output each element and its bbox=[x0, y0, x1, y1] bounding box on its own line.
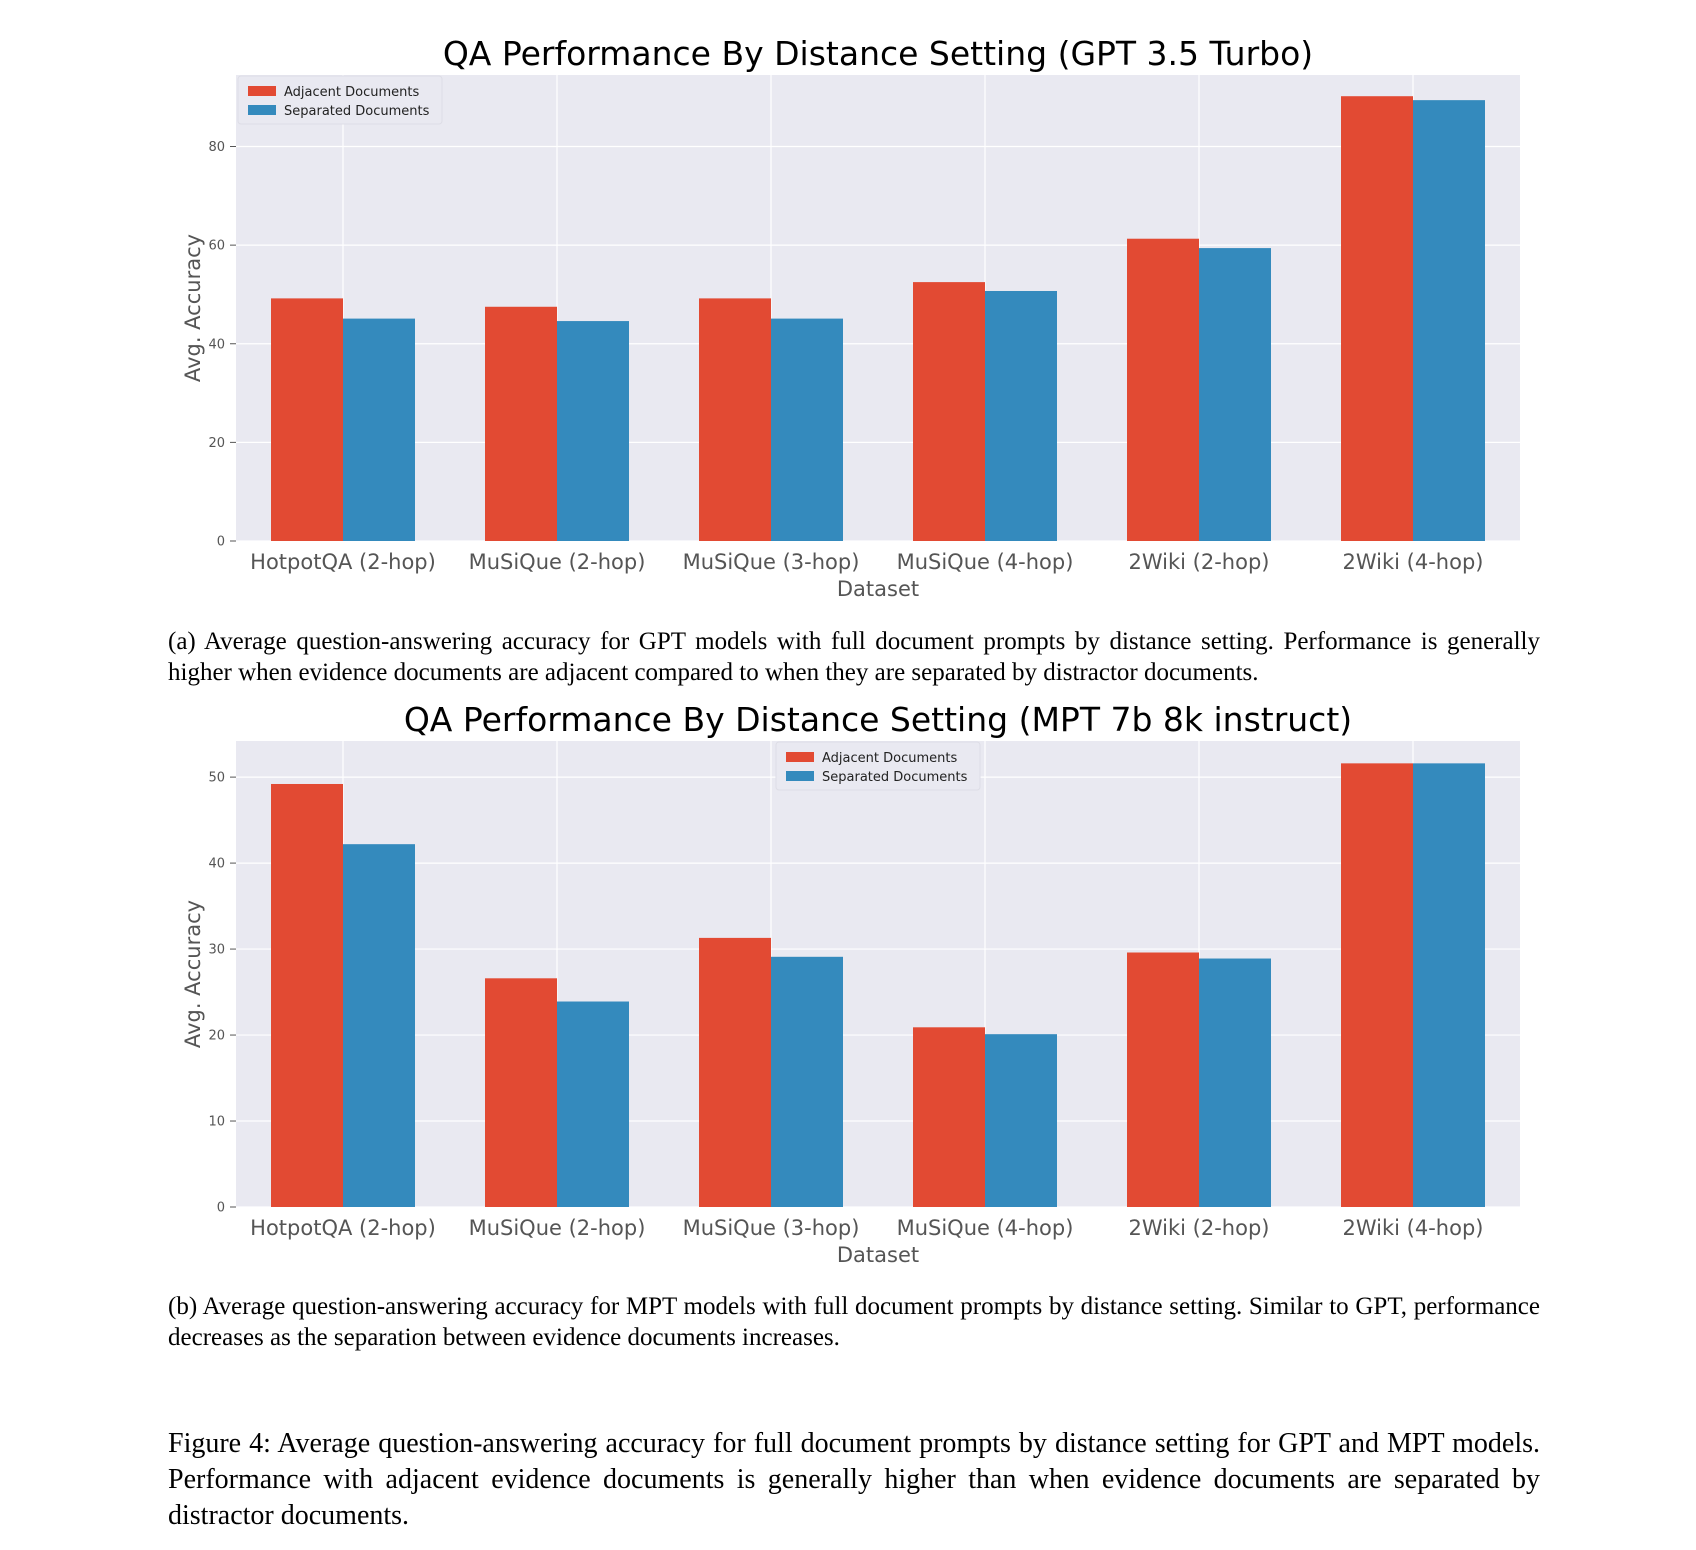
caption-a: (a) Average question-answering accuracy … bbox=[168, 628, 1540, 686]
legend-swatch-separated bbox=[786, 771, 814, 781]
legend-swatch-adjacent bbox=[786, 752, 814, 762]
y-tick-label: 60 bbox=[208, 239, 225, 254]
bar-separated bbox=[771, 956, 843, 1207]
bar-separated bbox=[1199, 958, 1271, 1207]
bar-adjacent bbox=[271, 783, 343, 1207]
x-tick-label: MuSiQue (4-hop) bbox=[897, 1216, 1074, 1240]
legend-label: Separated Documents bbox=[822, 770, 968, 785]
x-tick-label: MuSiQue (3-hop) bbox=[683, 550, 860, 574]
bar-separated bbox=[1413, 100, 1485, 542]
bar-adjacent bbox=[913, 1027, 985, 1207]
bar-separated bbox=[985, 1034, 1057, 1207]
legend-label: Adjacent Documents bbox=[822, 751, 957, 766]
x-tick-label: 2Wiki (2-hop) bbox=[1129, 550, 1270, 574]
x-tick-label: MuSiQue (3-hop) bbox=[683, 1216, 860, 1240]
y-tick-label: 50 bbox=[208, 771, 225, 786]
chart-a: QA Performance By Distance Setting (GPT … bbox=[181, 34, 1520, 601]
bar-adjacent bbox=[485, 306, 557, 541]
x-tick-label: MuSiQue (4-hop) bbox=[897, 550, 1074, 574]
y-tick-label: 0 bbox=[217, 535, 225, 550]
bar-adjacent bbox=[699, 937, 771, 1207]
x-tick-label: HotpotQA (2-hop) bbox=[250, 550, 436, 574]
y-axis-label: Avg. Accuracy bbox=[181, 900, 205, 1048]
bar-separated bbox=[1413, 763, 1485, 1207]
y-tick-label: 40 bbox=[208, 337, 225, 352]
bar-separated bbox=[343, 318, 415, 541]
bar-separated bbox=[1199, 248, 1271, 542]
bar-adjacent bbox=[1341, 96, 1413, 542]
legend-box bbox=[775, 741, 981, 791]
bar-separated bbox=[771, 318, 843, 541]
bar-adjacent bbox=[1127, 238, 1199, 541]
bar-adjacent bbox=[1341, 763, 1413, 1207]
bar-adjacent bbox=[1127, 952, 1199, 1207]
x-tick-label: 2Wiki (4-hop) bbox=[1343, 550, 1484, 574]
bar-adjacent bbox=[913, 282, 985, 541]
legend-swatch-separated bbox=[248, 105, 276, 115]
y-tick-label: 30 bbox=[208, 943, 225, 958]
plot-area bbox=[236, 75, 1520, 541]
y-tick-label: 20 bbox=[208, 1029, 225, 1044]
y-tick-label: 20 bbox=[208, 436, 225, 451]
x-axis-label: Dataset bbox=[837, 577, 919, 601]
x-tick-label: 2Wiki (4-hop) bbox=[1343, 1216, 1484, 1240]
legend-label: Adjacent Documents bbox=[284, 85, 419, 100]
bar-adjacent bbox=[699, 298, 771, 541]
y-tick-label: 40 bbox=[208, 857, 225, 872]
legend-box bbox=[237, 75, 443, 125]
x-tick-label: MuSiQue (2-hop) bbox=[469, 1216, 646, 1240]
bar-separated bbox=[985, 290, 1057, 541]
bar-adjacent bbox=[485, 978, 557, 1207]
bar-separated bbox=[557, 321, 629, 541]
chart-title: QA Performance By Distance Setting (MPT … bbox=[404, 700, 1352, 739]
x-axis-label: Dataset bbox=[837, 1243, 919, 1267]
bar-adjacent bbox=[271, 298, 343, 541]
x-tick-label: 2Wiki (2-hop) bbox=[1129, 1216, 1270, 1240]
chart-b: QA Performance By Distance Setting (MPT … bbox=[181, 700, 1520, 1267]
caption-b: (b) Average question-answering accuracy … bbox=[168, 1293, 1540, 1351]
bar-separated bbox=[343, 844, 415, 1207]
figure-caption: Figure 4: Average question-answering acc… bbox=[168, 1428, 1540, 1531]
legend-swatch-adjacent bbox=[248, 86, 276, 96]
bar-separated bbox=[557, 1001, 629, 1207]
y-tick-label: 80 bbox=[208, 140, 225, 155]
x-tick-label: MuSiQue (2-hop) bbox=[469, 550, 646, 574]
plot-area bbox=[236, 741, 1520, 1207]
y-tick-label: 10 bbox=[208, 1115, 225, 1130]
x-tick-label: HotpotQA (2-hop) bbox=[250, 1216, 436, 1240]
chart-title: QA Performance By Distance Setting (GPT … bbox=[443, 34, 1313, 73]
y-axis-label: Avg. Accuracy bbox=[181, 234, 205, 382]
legend-label: Separated Documents bbox=[284, 104, 430, 119]
y-tick-label: 0 bbox=[217, 1201, 225, 1216]
